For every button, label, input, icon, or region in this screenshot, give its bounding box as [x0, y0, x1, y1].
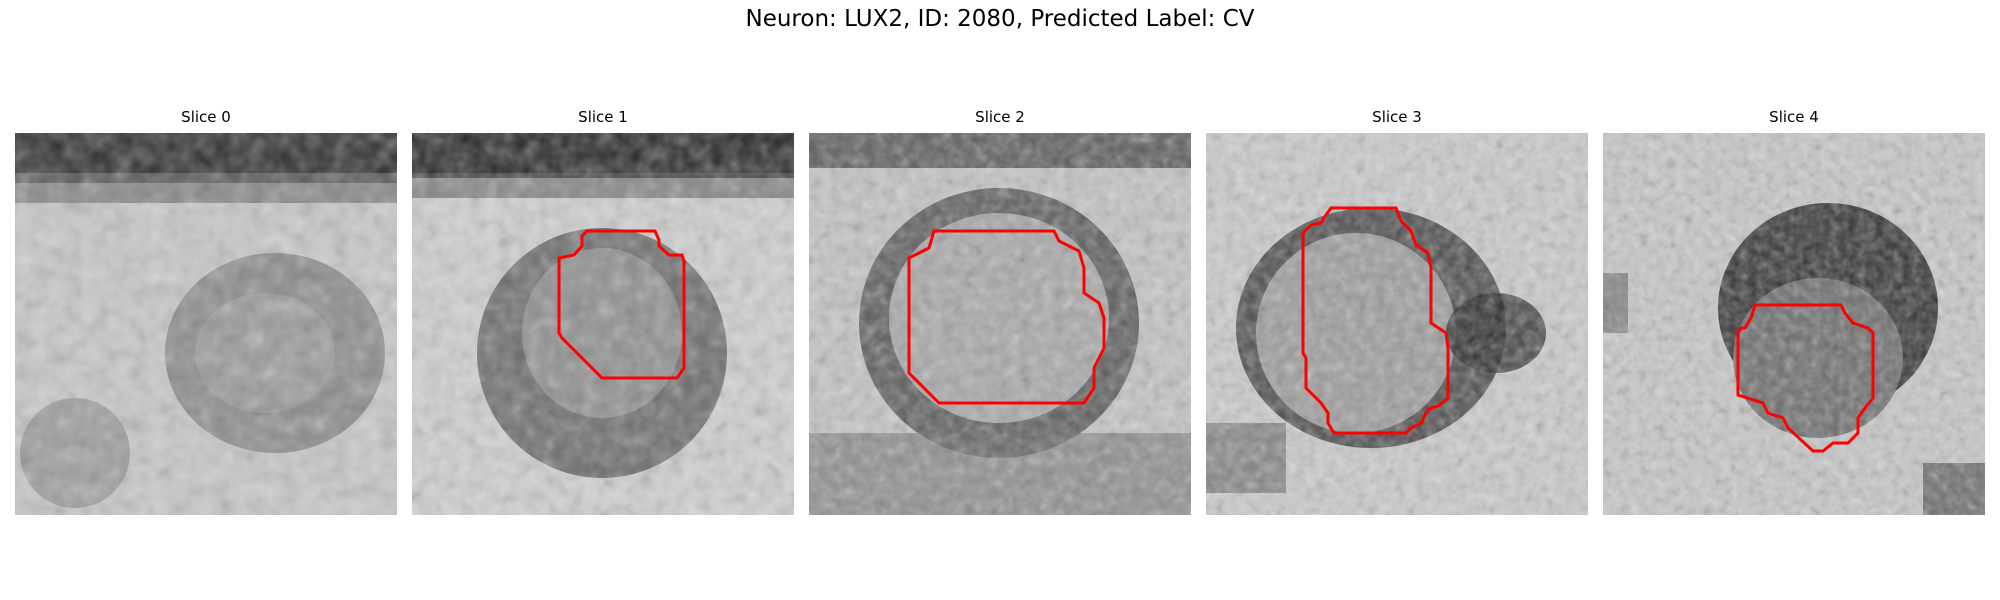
slice-image-2	[809, 133, 1191, 515]
slice-title-1: Slice 1	[578, 108, 628, 126]
segmentation-contour	[557, 229, 686, 380]
segmentation-contour	[907, 229, 1106, 405]
slice-title-2: Slice 2	[975, 108, 1025, 126]
figure-title: Neuron: LUX2, ID: 2080, Predicted Label:…	[745, 6, 1255, 32]
slice-title-3: Slice 3	[1372, 108, 1422, 126]
slice-image-4	[1603, 133, 1985, 515]
slice-image-3	[1206, 133, 1588, 515]
slice-title-0: Slice 0	[181, 108, 231, 126]
slice-image-1	[412, 133, 794, 515]
slice-title-4: Slice 4	[1769, 108, 1819, 126]
segmentation-contour	[1301, 206, 1450, 435]
segmentation-contour	[1736, 303, 1875, 453]
slice-image-0	[15, 133, 397, 515]
